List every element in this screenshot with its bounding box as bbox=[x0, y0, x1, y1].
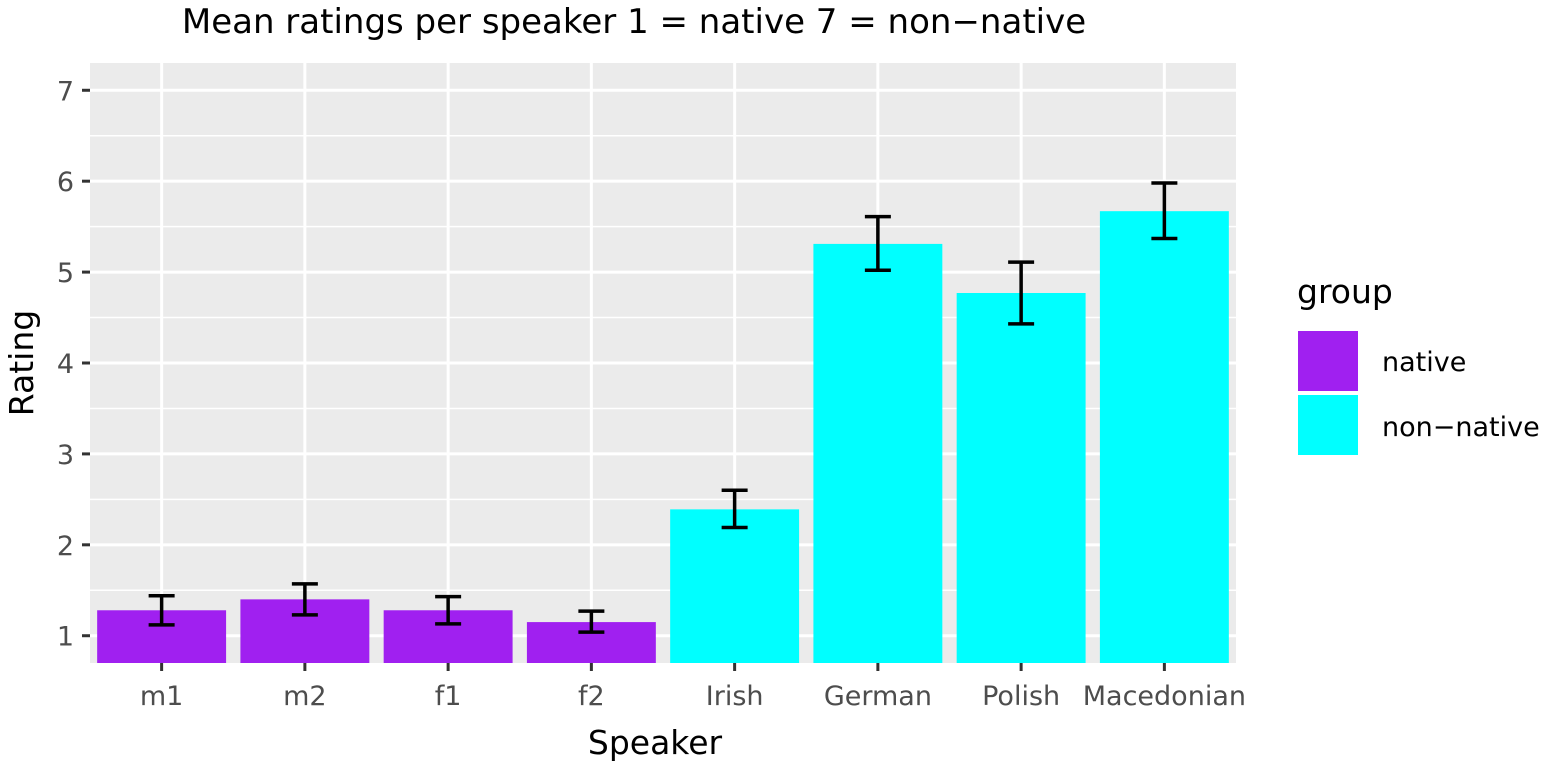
y-tick-label: 4 bbox=[57, 349, 74, 380]
y-tick-label: 5 bbox=[57, 258, 74, 289]
y-tick-label: 2 bbox=[57, 531, 74, 562]
y-tick-label: 6 bbox=[57, 167, 74, 198]
error-bar-m2 bbox=[291, 582, 318, 617]
error-bars bbox=[148, 181, 1178, 634]
x-tick-label-m1: m1 bbox=[140, 681, 183, 712]
x-tick-label-m2: m2 bbox=[283, 681, 326, 712]
x-axis-title: Speaker bbox=[588, 723, 723, 762]
error-bar-irish bbox=[721, 488, 748, 530]
bar-macedonian bbox=[1099, 211, 1229, 663]
y-axis-title: Rating bbox=[2, 310, 41, 416]
error-bar-m1 bbox=[148, 593, 175, 627]
error-bar-german bbox=[864, 214, 891, 273]
x-tick-label-german: German bbox=[824, 681, 932, 712]
x-tick-label-f1: f1 bbox=[435, 681, 462, 712]
y-tick-label: 3 bbox=[57, 440, 74, 471]
legend-title: group bbox=[1297, 272, 1393, 311]
x-tick-label-f2: f2 bbox=[578, 681, 605, 712]
bar-german bbox=[813, 243, 943, 663]
legend-label-native: native bbox=[1382, 347, 1466, 378]
y-tick-label: 1 bbox=[57, 622, 74, 653]
minor-gridlines bbox=[90, 134, 1236, 592]
x-tick-label-macedonian: Macedonian bbox=[1083, 681, 1246, 712]
bars bbox=[97, 211, 1229, 663]
legend-label-non-native: non−native bbox=[1382, 412, 1540, 443]
x-tick-label-irish: Irish bbox=[706, 681, 764, 712]
legend-key-native bbox=[1298, 331, 1358, 391]
bar-polish bbox=[956, 293, 1086, 663]
error-bar-f2 bbox=[578, 609, 605, 634]
error-bar-f1 bbox=[435, 594, 462, 626]
error-bar-polish bbox=[1008, 260, 1035, 326]
error-bar-macedonian bbox=[1151, 181, 1178, 241]
y-tick-label: 7 bbox=[57, 76, 74, 107]
bar-irish bbox=[670, 509, 800, 663]
x-tick-label-polish: Polish bbox=[982, 681, 1060, 712]
legend: group native non−native bbox=[1297, 272, 1540, 455]
y-axis: 1 2 3 4 5 6 7 bbox=[57, 76, 90, 653]
x-axis: m1 m2 f1 f2 Irish German Polish Macedonian bbox=[140, 663, 1246, 712]
legend-key-non-native bbox=[1298, 395, 1358, 455]
chart-title: Mean ratings per speaker 1 = native 7 = … bbox=[182, 2, 1086, 42]
